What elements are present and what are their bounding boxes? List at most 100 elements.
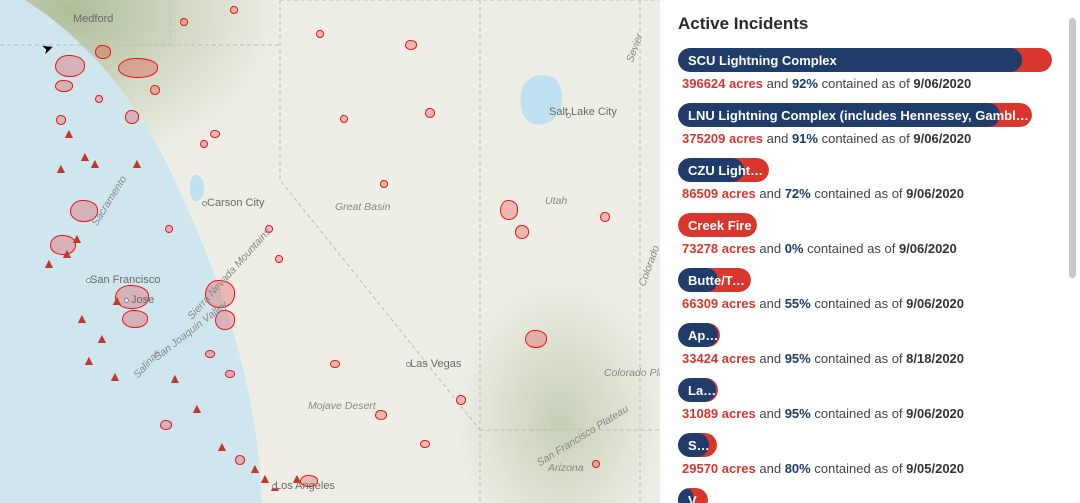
incident-pct: 72%: [785, 186, 811, 201]
meta-contained: contained as of: [822, 76, 910, 91]
meta-contained: contained as of: [814, 296, 902, 311]
fire-perimeter[interactable]: [235, 455, 245, 465]
map-label: San Francisco: [90, 274, 160, 286]
incident-meta: 33424 acres and 95% contained as of 8/18…: [678, 351, 1062, 366]
flame-icon[interactable]: ▲: [130, 155, 144, 171]
incident-bar[interactable]: Butte/Tehama/G: [678, 268, 751, 292]
incident-meta: 375209 acres and 91% contained as of 9/0…: [678, 131, 1062, 146]
fire-perimeter[interactable]: [500, 200, 518, 220]
flame-icon[interactable]: ▲: [42, 255, 56, 271]
incident-row[interactable]: Apple Fire 33424 acres and 95% contained …: [678, 323, 1062, 366]
flame-icon[interactable]: ▲: [95, 330, 109, 346]
fire-perimeter[interactable]: [420, 440, 430, 448]
fire-perimeter[interactable]: [425, 108, 435, 118]
incident-pct: 91%: [792, 131, 818, 146]
fire-perimeter[interactable]: [340, 115, 348, 123]
fire-perimeter[interactable]: [95, 95, 103, 103]
incident-bar[interactable]: Creek Fire: [678, 213, 757, 237]
fire-perimeter[interactable]: [456, 395, 466, 405]
meta-and: and: [759, 241, 781, 256]
fire-perimeter[interactable]: [150, 85, 160, 95]
incident-row[interactable]: Lake Fire31089 acres and 95% contained a…: [678, 378, 1062, 421]
incident-date: 9/06/2020: [899, 241, 957, 256]
fire-perimeter[interactable]: [380, 180, 388, 188]
fire-perimeter[interactable]: [160, 420, 172, 430]
fire-perimeter[interactable]: [600, 212, 610, 222]
incident-bar[interactable]: Sheep Fire: [678, 433, 717, 457]
flame-icon[interactable]: ▲: [215, 438, 229, 454]
fire-perimeter[interactable]: [118, 58, 158, 78]
flame-icon[interactable]: ▲: [110, 292, 124, 308]
incident-acres: 73278 acres: [682, 241, 756, 256]
fire-perimeter[interactable]: [55, 55, 85, 77]
flame-icon[interactable]: ▲: [70, 230, 84, 246]
incidents-list[interactable]: SCU Lightning Complex 396624 acres and 92…: [678, 48, 1062, 503]
meta-and: and: [759, 296, 781, 311]
incident-row[interactable]: Sheep Fire29570 acres and 80% contained …: [678, 433, 1062, 476]
fire-perimeter[interactable]: [316, 30, 324, 38]
map-label: Salt Lake City: [549, 106, 617, 118]
incidents-panel: Active Incidents SCU Lightning Complex39…: [660, 0, 1080, 503]
incident-date: 9/06/2020: [913, 76, 971, 91]
fire-perimeter[interactable]: [275, 255, 283, 263]
incident-bar[interactable]: LNU Lightning Complex (includes Hennesse…: [678, 103, 1032, 127]
incident-bar[interactable]: Valley Fire: [678, 488, 708, 503]
flame-icon[interactable]: ▲: [88, 155, 102, 171]
fire-perimeter[interactable]: [405, 40, 417, 50]
incident-bar[interactable]: CZU Lightning: [678, 158, 769, 182]
map-label: Mojave Desert: [308, 400, 376, 412]
fire-perimeter[interactable]: [200, 140, 208, 148]
fire-perimeter[interactable]: [165, 225, 173, 233]
incident-row[interactable]: SCU Lightning Complex 396624 acres and 92…: [678, 48, 1062, 91]
flame-icon[interactable]: ▲: [75, 310, 89, 326]
meta-contained: contained as of: [807, 241, 895, 256]
flame-icon[interactable]: ▲: [190, 400, 204, 416]
city-dot: [124, 298, 129, 303]
meta-contained: contained as of: [822, 131, 910, 146]
incident-bar[interactable]: SCU Lightning Complex: [678, 48, 1052, 72]
fire-perimeter[interactable]: [330, 360, 340, 368]
fire-perimeter[interactable]: [210, 130, 220, 138]
incident-pct: 55%: [785, 296, 811, 311]
flame-icon[interactable]: ▲: [62, 125, 76, 141]
incident-row[interactable]: LNU Lightning Complex (includes Hennesse…: [678, 103, 1062, 146]
incident-pct: 95%: [785, 351, 811, 366]
fire-perimeter[interactable]: [205, 350, 215, 358]
flame-icon[interactable]: ▲: [60, 245, 74, 261]
fire-perimeter[interactable]: [525, 330, 547, 348]
incident-acres: 396624 acres: [682, 76, 763, 91]
fire-perimeter[interactable]: [375, 410, 387, 420]
incident-name: Lake Fire: [678, 383, 718, 398]
flame-icon[interactable]: ▲: [108, 368, 122, 384]
map-pane[interactable]: ▲▲▲▲▲▲▲▲▲▲▲▲▲▲▲▲▲▲▲▲MedfordSalt Lake Cit…: [0, 0, 660, 503]
fire-perimeter[interactable]: [592, 460, 600, 468]
fire-perimeter[interactable]: [515, 225, 529, 239]
incident-row[interactable]: Valley Fire20000 acres and 50% contained…: [678, 488, 1062, 503]
incident-acres: 86509 acres: [682, 186, 756, 201]
fire-perimeter[interactable]: [125, 110, 139, 124]
fire-perimeter[interactable]: [55, 80, 73, 92]
fire-perimeter[interactable]: [230, 6, 238, 14]
fire-perimeter[interactable]: [180, 18, 188, 26]
meta-and: and: [767, 131, 789, 146]
incident-row[interactable]: Creek Fire73278 acres and 0% contained a…: [678, 213, 1062, 256]
incident-name: Creek Fire: [678, 218, 752, 233]
incident-name: Valley Fire: [678, 493, 708, 503]
incident-bar[interactable]: Apple Fire: [678, 323, 720, 347]
incident-bar[interactable]: Lake Fire: [678, 378, 718, 402]
incident-meta: 396624 acres and 92% contained as of 9/0…: [678, 76, 1062, 91]
fire-perimeter[interactable]: [56, 115, 66, 125]
fire-perimeter[interactable]: [122, 310, 148, 328]
fire-perimeter[interactable]: [225, 370, 235, 378]
incident-date: 9/05/2020: [906, 461, 964, 476]
meta-contained: contained as of: [814, 186, 902, 201]
flame-icon[interactable]: ▲: [54, 160, 68, 176]
flame-icon[interactable]: ▲: [82, 352, 96, 368]
scrollbar[interactable]: [1069, 18, 1076, 278]
incident-row[interactable]: Butte/Tehama/G66309 acres and 55% contai…: [678, 268, 1062, 311]
meta-and: and: [767, 76, 789, 91]
fire-perimeter[interactable]: [95, 45, 111, 59]
incident-row[interactable]: CZU Lightning86509 acres and 72% contain…: [678, 158, 1062, 201]
map-label: Las Vegas: [410, 358, 461, 370]
flame-icon[interactable]: ▲: [168, 370, 182, 386]
